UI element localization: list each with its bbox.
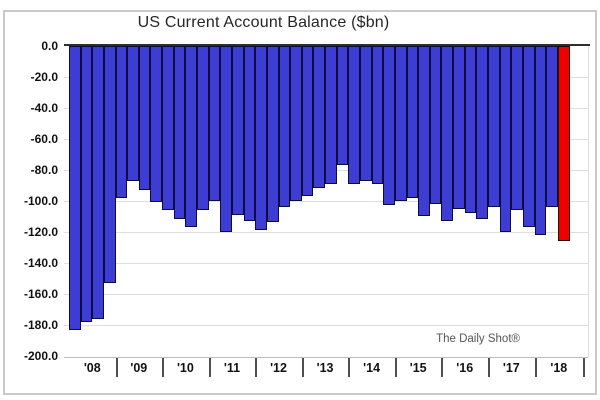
bar [336,45,349,166]
gridline [64,200,588,202]
bar [138,45,151,190]
bar [255,45,267,231]
year-separator [441,358,444,377]
x-year-label: '14 [363,361,381,375]
year-separator [115,358,118,377]
y-tick-label: -160.0 [23,286,58,301]
bar [127,45,139,181]
x-year-label: '13 [316,361,334,375]
x-year-label: '11 [223,361,241,375]
bar [348,45,360,184]
bar [313,45,326,189]
x-year-label: '16 [456,361,474,375]
x-year-label: '15 [409,361,427,375]
watermark: The Daily Shot® [436,333,520,345]
chart-title: US Current Account Balance ($bn) [137,14,390,31]
y-tick-label: -180.0 [23,317,58,332]
x-year-label: '12 [270,361,287,375]
gridline [64,231,588,233]
bar [418,45,430,217]
bar [185,45,198,228]
x-year-label: '18 [550,361,568,375]
bar [173,45,186,220]
y-tick-label: -200.0 [23,349,58,363]
bar [499,45,512,232]
y-tick-label: 0.0 [41,38,58,53]
bar [115,45,128,198]
y-tick-label: -120.0 [23,224,58,239]
x-year-label: '08 [83,361,101,375]
year-separator [255,358,258,377]
bar-highlighted [557,45,570,242]
y-tick-label: -40.0 [30,100,58,115]
bar [220,45,232,232]
year-separator [348,358,351,377]
bar [278,45,291,207]
bar [383,45,395,206]
bar [522,45,535,228]
bar [290,45,302,201]
bar [243,45,256,221]
gridline [64,324,588,326]
bar [325,45,337,184]
gridline [64,293,588,295]
bar [103,45,116,284]
bar [69,45,81,330]
bar [231,45,244,215]
year-separator [534,358,537,377]
x-year-label: '10 [176,361,194,375]
bar [80,45,93,322]
year-separator [162,358,165,377]
bar [464,45,477,214]
bar [92,45,104,319]
y-tick-label: -140.0 [23,255,58,270]
year-separator [301,358,304,377]
x-year-label: '17 [502,361,520,375]
bar [406,45,419,198]
plot-right-border [588,45,589,357]
y-tick-label: -80.0 [30,162,58,177]
year-separator [583,358,585,377]
bar [197,45,209,211]
year-separator [208,358,211,377]
bar [546,45,558,207]
bar [511,45,523,211]
bar [488,45,500,207]
x-year-label: '09 [130,361,148,375]
zero-line [64,44,590,46]
gridline [64,262,588,264]
bar [162,45,174,211]
bar [534,45,547,235]
year-separator [394,358,397,377]
bar [150,45,163,203]
bar [441,45,454,221]
bar [371,45,384,184]
bar [429,45,442,204]
bar [476,45,489,220]
y-tick-label: -20.0 [30,69,58,84]
bar [266,45,279,223]
y-tick-label: -60.0 [30,131,58,146]
bar [301,45,314,197]
bar [453,45,465,209]
bar [208,45,221,201]
bar [360,45,372,181]
y-tick-label: -100.0 [23,193,58,208]
x-axis-line [64,356,588,358]
year-separator [488,358,491,377]
bar [394,45,407,201]
